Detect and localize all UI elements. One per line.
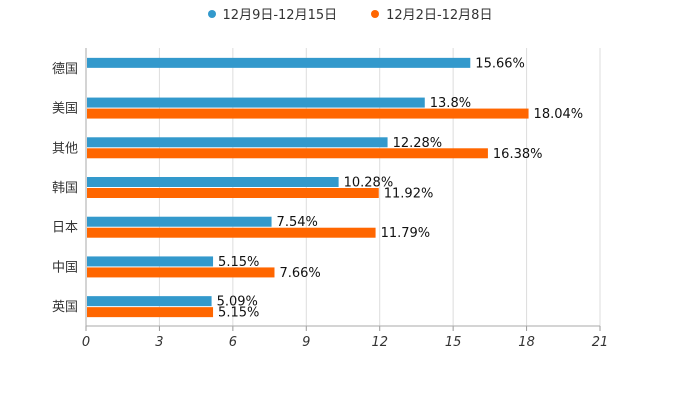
category-label-6: 英国 — [52, 300, 78, 315]
data-label-series-2-5: 7.66% — [279, 266, 320, 281]
bar-series-1-1 — [87, 97, 425, 108]
legend-item-series-1[interactable]: 12月9日-12月15日 — [207, 4, 338, 23]
x-tick-label-12: 12 — [371, 335, 388, 350]
legend-label-series-2: 12月2日-12月8日 — [386, 8, 493, 23]
bar-series-1-6 — [87, 296, 212, 307]
legend: 12月9日-12月15日 12月2日-12月8日 — [0, 4, 700, 23]
data-label-series-1-0: 15.66% — [475, 56, 525, 71]
category-label-5: 中国 — [52, 260, 78, 275]
x-tick-label-9: 9 — [302, 335, 310, 350]
category-label-1: 美国 — [52, 102, 78, 117]
data-label-series-1-1: 13.8% — [430, 96, 471, 111]
x-tick-label-0: 0 — [82, 335, 90, 350]
bar-series-2-6 — [87, 307, 214, 318]
category-label-0: 德国 — [52, 62, 78, 77]
data-label-series-2-4: 11.79% — [381, 226, 431, 241]
data-label-series-2-1: 18.04% — [534, 107, 584, 122]
x-tick-label-6: 6 — [229, 335, 237, 350]
bar-series-1-4 — [87, 216, 272, 227]
data-label-series-1-6: 5.09% — [217, 295, 258, 310]
data-label-series-2-6: 5.15% — [218, 306, 259, 321]
x-tick-label-18: 18 — [518, 335, 535, 350]
bar-series-1-3 — [87, 177, 339, 187]
bar-series-2-2 — [87, 148, 488, 159]
bar-series-1-5 — [87, 256, 214, 267]
data-label-series-2-2: 16.38% — [493, 147, 543, 162]
legend-item-series-2[interactable]: 12月2日-12月8日 — [371, 4, 492, 23]
category-label-2: 其他 — [52, 141, 78, 156]
x-tick-label-3: 3 — [155, 335, 163, 350]
legend-swatch-series-2 — [371, 9, 380, 18]
bar-series-1-2 — [87, 137, 388, 148]
bar-series-2-1 — [87, 108, 529, 119]
data-label-series-1-5: 5.15% — [218, 255, 259, 270]
bar-series-1-0 — [87, 57, 471, 68]
data-label-series-2-3: 11.92% — [384, 187, 434, 202]
category-label-3: 韩国 — [52, 181, 78, 196]
data-label-series-1-2: 12.28% — [393, 136, 443, 151]
bar-series-2-3 — [87, 188, 379, 198]
x-tick-label-21: 21 — [592, 335, 609, 350]
x-tick-label-15: 15 — [445, 335, 462, 350]
data-label-series-1-3: 10.28% — [344, 176, 394, 191]
category-label-4: 日本 — [52, 221, 78, 236]
data-label-series-1-4: 7.54% — [277, 215, 318, 230]
bar-series-2-5 — [87, 267, 275, 278]
legend-swatch-series-1 — [207, 9, 216, 18]
legend-label-series-1: 12月9日-12月15日 — [222, 8, 338, 23]
bar-series-2-4 — [87, 227, 376, 238]
